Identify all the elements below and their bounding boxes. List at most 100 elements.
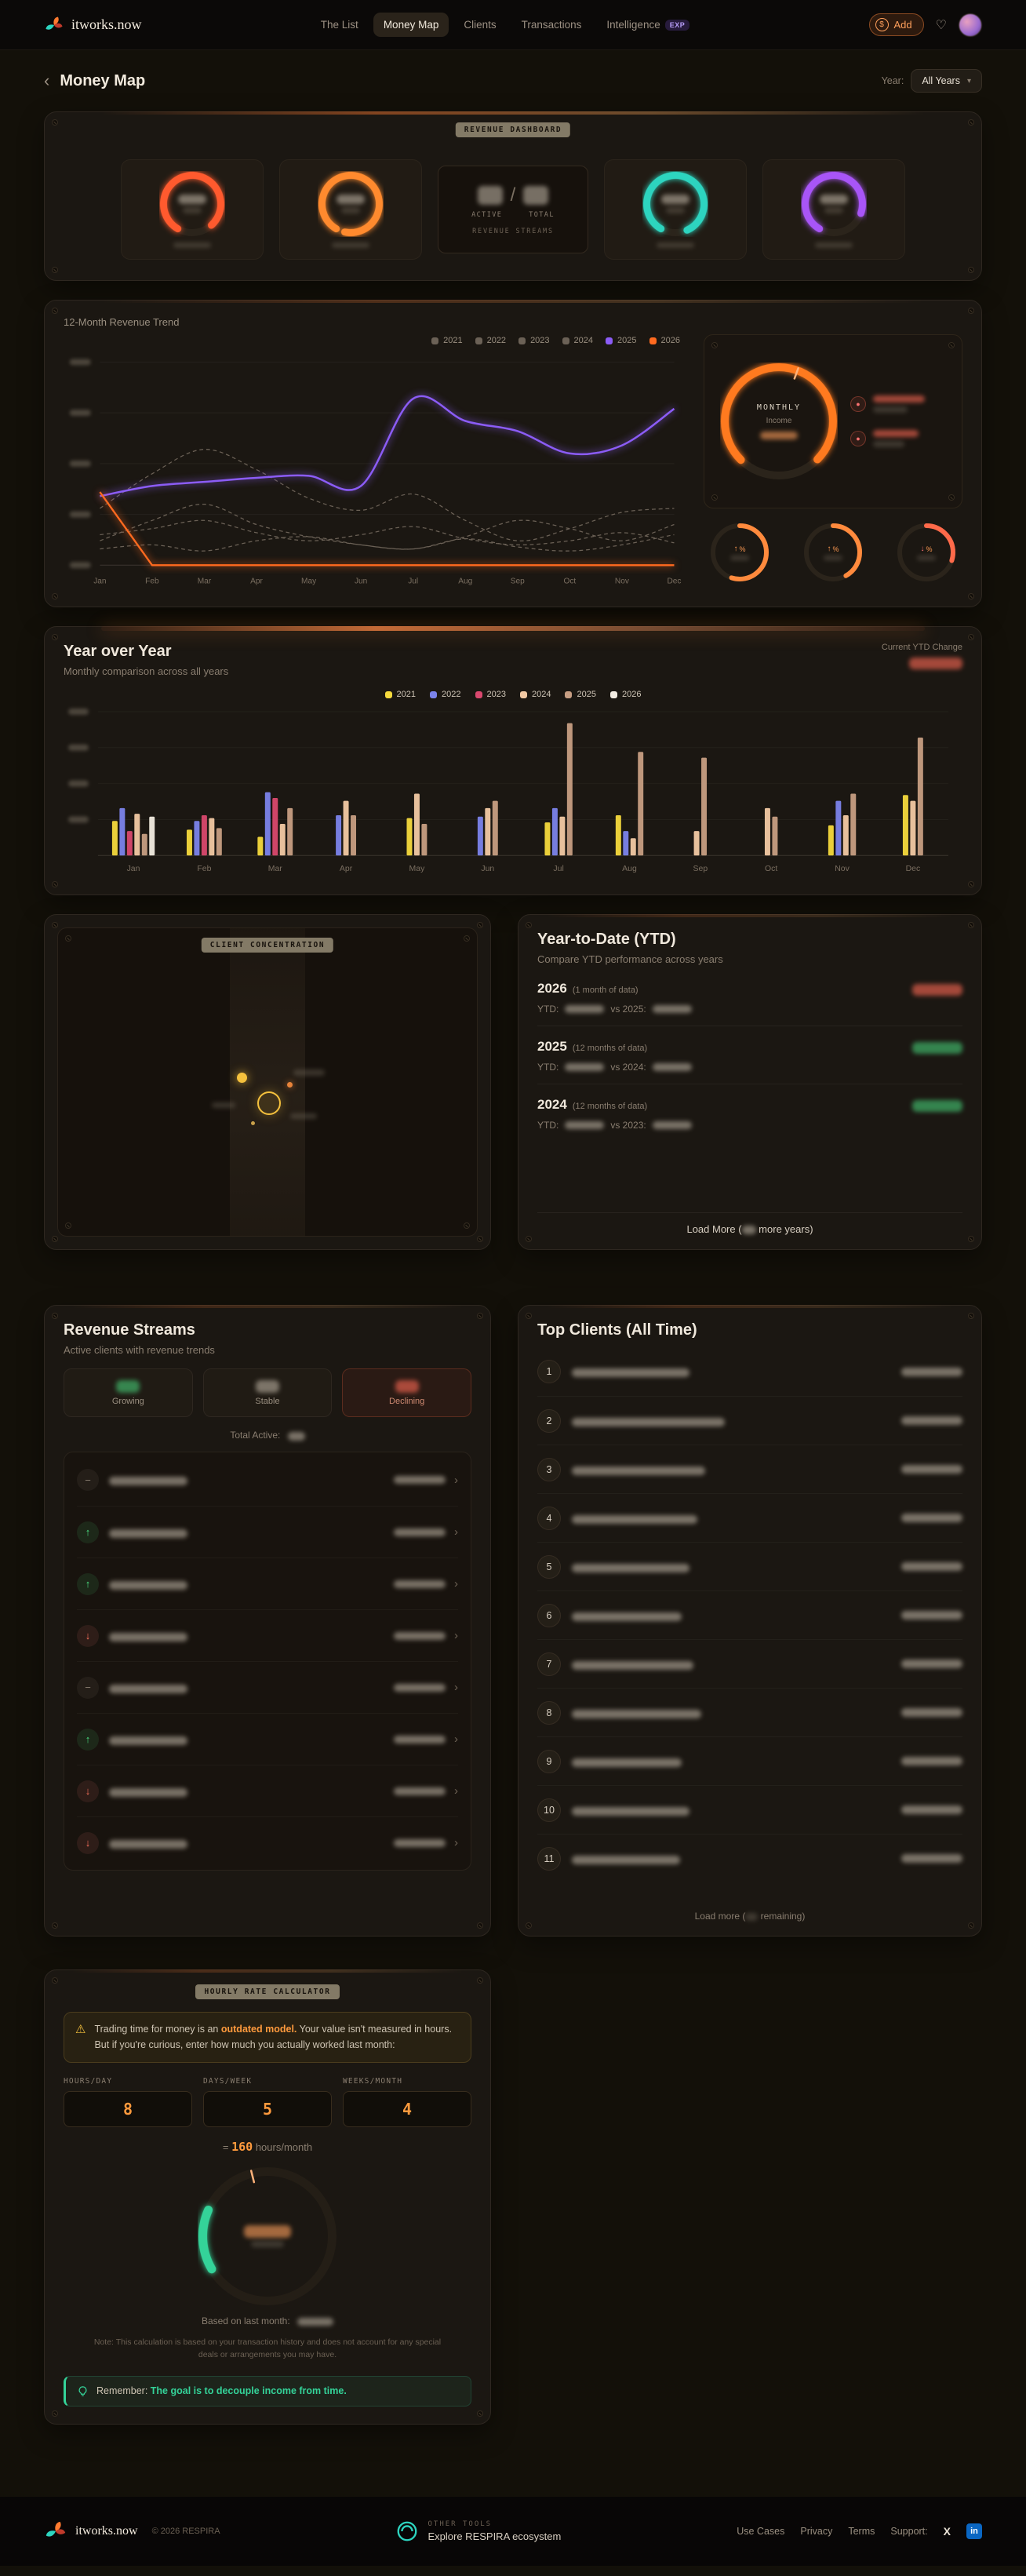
nav-item-intelligence[interactable]: Intelligence EXP bbox=[596, 13, 700, 37]
top-client-row[interactable]: 3 bbox=[537, 1445, 962, 1493]
legend-item-2026[interactable]: 2026 bbox=[649, 336, 680, 345]
weeks-per-month-input[interactable] bbox=[343, 2091, 471, 2127]
nav-item-transactions[interactable]: Transactions bbox=[511, 13, 592, 37]
corner-screw bbox=[968, 308, 974, 314]
legend-item-2022[interactable]: 2022 bbox=[430, 690, 461, 699]
glow-strip bbox=[546, 914, 954, 918]
redacted-value bbox=[873, 406, 908, 413]
gauge-ring-teal bbox=[642, 171, 708, 237]
corner-screw bbox=[464, 935, 470, 942]
top-client-row[interactable]: 7 bbox=[537, 1639, 962, 1688]
calculator-note: Note: This calculation is based on your … bbox=[93, 2337, 442, 2360]
corner-screw bbox=[526, 922, 532, 929]
stable-count-redacted bbox=[256, 1379, 279, 1393]
stat-growing[interactable]: Growing bbox=[64, 1368, 193, 1418]
revenue-stream-row[interactable]: ↑ › bbox=[77, 1558, 458, 1609]
legend-item-2022[interactable]: 2022 bbox=[475, 336, 506, 345]
ytd-year-label: 2026 bbox=[537, 981, 567, 997]
year-filter-dropdown[interactable]: All Years ▾ bbox=[911, 69, 982, 93]
svg-text:May: May bbox=[301, 577, 317, 585]
rank-badge: 3 bbox=[537, 1457, 561, 1481]
ecosystem-icon bbox=[398, 2521, 417, 2541]
top-client-row[interactable]: 11 bbox=[537, 1834, 962, 1882]
footer-link-privacy[interactable]: Privacy bbox=[800, 2525, 833, 2537]
brand[interactable]: itworks.now bbox=[44, 15, 142, 35]
legend-item-2024[interactable]: 2024 bbox=[562, 336, 593, 345]
corner-screw bbox=[477, 922, 483, 929]
revenue-stream-row[interactable]: ↓ › bbox=[77, 1816, 458, 1868]
x-social-icon[interactable]: X bbox=[943, 2524, 951, 2538]
bar-2022-Nov bbox=[835, 800, 842, 856]
svg-text:May: May bbox=[409, 865, 426, 873]
nav-item-money-map[interactable]: Money Map bbox=[373, 13, 449, 37]
gauge-svg bbox=[643, 172, 708, 236]
stat-declining[interactable]: Declining bbox=[342, 1368, 472, 1418]
client-amount-redacted bbox=[901, 1562, 962, 1572]
top-client-row[interactable]: 4 bbox=[537, 1493, 962, 1542]
top-client-row[interactable]: 10 bbox=[537, 1785, 962, 1834]
hourly-rate-calculator-badge: HOURLY RATE CALCULATOR bbox=[195, 1984, 340, 2000]
legend-item-2023[interactable]: 2023 bbox=[518, 336, 550, 345]
top-client-row[interactable]: 5 bbox=[537, 1542, 962, 1590]
revenue-stream-row[interactable]: ↑ › bbox=[77, 1713, 458, 1765]
legend-item-2024[interactable]: 2024 bbox=[520, 690, 551, 699]
revenue-stream-row[interactable]: ↓ › bbox=[77, 1765, 458, 1816]
brand-logo-icon bbox=[45, 16, 63, 30]
corner-screw bbox=[968, 881, 974, 888]
bar-2022-Apr bbox=[336, 815, 342, 856]
client-name-redacted bbox=[572, 1709, 701, 1718]
client-bubble[interactable] bbox=[287, 1082, 293, 1088]
top-client-row[interactable]: 8 bbox=[537, 1688, 962, 1736]
client-bubble[interactable] bbox=[251, 1121, 255, 1126]
gauge-svg bbox=[804, 523, 862, 581]
ytd-load-more-button[interactable]: Load More ( more years) bbox=[537, 1212, 962, 1238]
top-client-row[interactable]: 2 bbox=[537, 1396, 962, 1445]
revenue-stream-row[interactable]: − › bbox=[77, 1454, 458, 1506]
legend-item-2021[interactable]: 2021 bbox=[384, 690, 416, 699]
client-bubble[interactable] bbox=[257, 1091, 281, 1116]
rank-badge: 10 bbox=[537, 1798, 561, 1822]
clients-load-more-button[interactable]: Load more ( remaining) bbox=[537, 1901, 962, 1925]
legend-item-2025[interactable]: 2025 bbox=[606, 336, 637, 345]
footer-brand[interactable]: itworks.now bbox=[75, 2523, 138, 2538]
days-per-week-input[interactable] bbox=[203, 2091, 332, 2127]
revenue-stream-row[interactable]: − › bbox=[77, 1661, 458, 1713]
main-nav: The List Money Map Clients Transactions Inte… bbox=[142, 13, 869, 37]
legend-item-2026[interactable]: 2026 bbox=[609, 690, 641, 699]
top-client-row[interactable]: 1 bbox=[537, 1347, 962, 1396]
load-more-suffix: remaining) bbox=[758, 1911, 806, 1922]
footer-link-use-cases[interactable]: Use Cases bbox=[737, 2525, 785, 2537]
bar-2021-Jul bbox=[544, 822, 551, 856]
hours-per-day-input[interactable] bbox=[64, 2091, 192, 2127]
legend-item-2023[interactable]: 2023 bbox=[475, 690, 506, 699]
user-avatar[interactable] bbox=[959, 13, 982, 37]
revenue-stream-row[interactable]: ↓ › bbox=[77, 1609, 458, 1661]
top-client-row[interactable]: 9 bbox=[537, 1736, 962, 1785]
top-clients-title: Top Clients (All Time) bbox=[537, 1321, 697, 1339]
revenue-stream-row[interactable]: ↑ › bbox=[77, 1506, 458, 1558]
footer-link-terms[interactable]: Terms bbox=[848, 2525, 875, 2537]
legend-swatch bbox=[430, 690, 438, 698]
stat-stable[interactable]: Stable bbox=[202, 1368, 333, 1418]
monthly-stat: ● bbox=[850, 395, 925, 413]
svg-text:Apr: Apr bbox=[250, 577, 263, 585]
client-bubble[interactable] bbox=[237, 1073, 247, 1084]
year-filter-label: Year: bbox=[881, 75, 904, 86]
bar-2025-Oct bbox=[772, 816, 778, 856]
corner-screw bbox=[52, 119, 58, 126]
heart-icon[interactable]: ♡ bbox=[935, 18, 947, 32]
nav-item-the-list[interactable]: The List bbox=[311, 13, 369, 37]
stable-label: Stable bbox=[255, 1396, 280, 1406]
nav-item-clients[interactable]: Clients bbox=[453, 13, 506, 37]
add-button[interactable]: $ Add bbox=[868, 13, 924, 36]
legend-item-2021[interactable]: 2021 bbox=[431, 336, 463, 345]
ecosystem-link[interactable]: OTHER TOOLS Explore RESPIRA ecosystem bbox=[395, 2520, 561, 2543]
growing-count-redacted bbox=[116, 1379, 140, 1393]
ytd-change-redacted bbox=[912, 983, 962, 996]
hours-per-day-field: HOURS/DAY bbox=[64, 2077, 192, 2127]
top-client-row[interactable]: 6 bbox=[537, 1590, 962, 1639]
back-button[interactable]: ‹ bbox=[44, 71, 50, 90]
legend-item-2025[interactable]: 2025 bbox=[565, 690, 596, 699]
redacted-value bbox=[661, 195, 689, 204]
linkedin-icon[interactable]: in bbox=[966, 2523, 982, 2539]
